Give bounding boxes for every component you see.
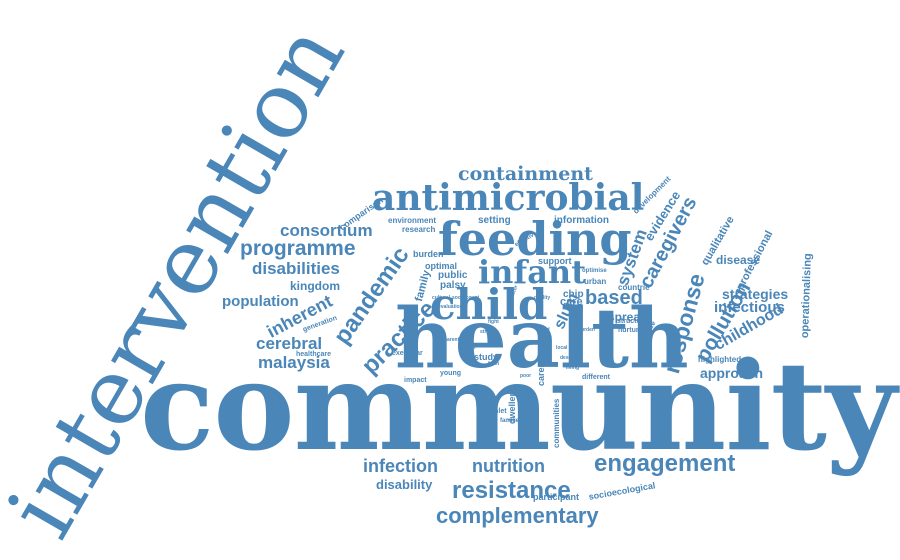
word-operationalising: operationalising [799, 253, 814, 339]
word-resistance: resistance [452, 477, 571, 504]
word-infectious: infectious [714, 299, 785, 316]
word-nurture: nurture [618, 327, 643, 334]
word-countrie: countrie [618, 283, 650, 292]
word-infant: infant [478, 253, 586, 291]
word-hamlet: hamlet [484, 408, 507, 415]
word-impact: impact [404, 377, 427, 384]
word-highlighted: highlighted [698, 355, 742, 364]
word-key: key [468, 344, 477, 350]
word-local: local [556, 345, 568, 351]
word-environment: environment [388, 216, 437, 225]
word-different: different [582, 374, 610, 381]
word-communities: communities [552, 398, 561, 448]
word-urban: urban [584, 277, 607, 286]
word-chip: chip [563, 289, 584, 300]
word-socioecological: socioecological [587, 480, 657, 502]
word-evaluation: evaluation [438, 304, 463, 310]
word-based: based [585, 287, 643, 309]
word-young: young [440, 370, 461, 377]
word-need: need [538, 327, 550, 333]
word-information: information [554, 215, 609, 226]
word-public: public [438, 270, 468, 281]
word-carer: carer [536, 363, 546, 386]
word-disease: disease [716, 253, 761, 267]
word-population: population [222, 293, 299, 310]
word-support: support [538, 256, 572, 266]
word-design: design [560, 355, 577, 361]
word-parent: parent [444, 337, 460, 343]
word-palsy: palsy [440, 280, 466, 291]
word-study: study [474, 352, 499, 362]
word-form: form [488, 361, 500, 367]
word-disabilities: disabilities [252, 259, 340, 278]
word-strict: strict [480, 329, 493, 335]
word-cerebral: cerebral [256, 334, 323, 353]
word-fight: fight [488, 319, 499, 325]
word-optimise: optimise [582, 268, 607, 274]
word-malaysia: malaysia [258, 353, 330, 372]
word-optimal: optimal [425, 261, 458, 271]
word-kingdom: kingdom [290, 279, 340, 293]
word-cultural: cultural [432, 295, 451, 301]
word-disability: disability [376, 477, 433, 492]
word-participant: participant [533, 492, 580, 502]
word-nutrition: nutrition [472, 456, 545, 476]
word-approach: approach [700, 365, 764, 381]
word-care: care [560, 296, 583, 308]
word-setting: setting [478, 215, 511, 226]
word-poor: poor [520, 373, 532, 379]
word-social: social [452, 295, 467, 301]
word-feeding: feeding [438, 212, 632, 266]
word-structure: structure [617, 318, 648, 325]
word-infection: infection [363, 456, 438, 476]
word-account: account [460, 295, 480, 301]
word-health: health [395, 291, 689, 387]
word-engagement: engagement [594, 450, 736, 477]
word-child: child [430, 280, 548, 329]
word-quality: quality [534, 295, 551, 301]
word-burden-small: burden [578, 327, 595, 333]
word-strategies: strategies [722, 286, 789, 302]
word-living: living [566, 365, 580, 371]
word-community: community [140, 334, 897, 478]
word-healthcare: healthcare [296, 351, 332, 358]
word-burden: burden [413, 249, 444, 259]
word-spread: spread [608, 310, 648, 324]
word-antimicrobial: antimicrobial [372, 177, 645, 219]
word-exemplar: exemplar [392, 350, 423, 357]
word-complementary: complementary [436, 503, 599, 528]
word-containment: containment [458, 163, 593, 185]
word-families: families [500, 418, 523, 424]
word-programme: programme [240, 237, 356, 260]
word-research: research [402, 225, 436, 234]
word-consortium: consortium [280, 221, 373, 240]
